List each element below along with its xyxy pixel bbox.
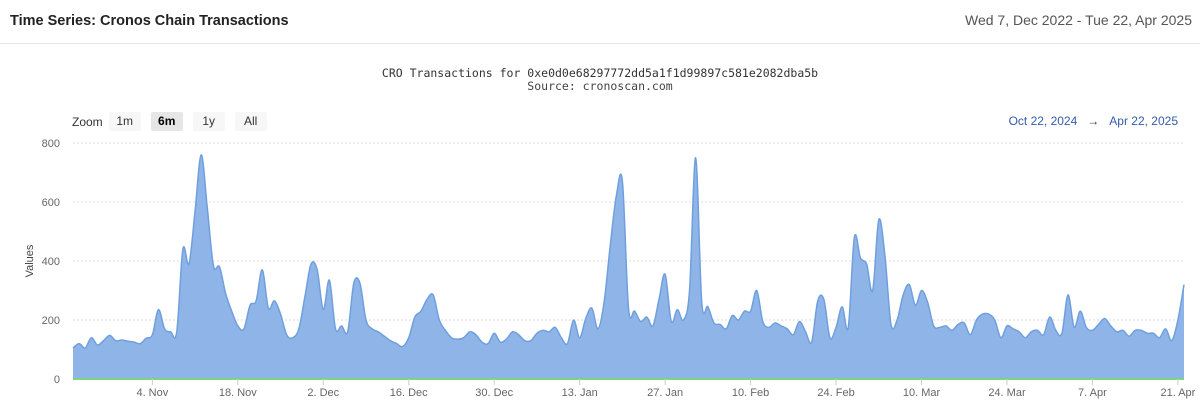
- zoom-1y-button[interactable]: 1y: [192, 112, 225, 131]
- x-tick-label: 10. Feb: [732, 387, 769, 399]
- y-tick-label-800: 800: [42, 138, 60, 150]
- zoom-all-button[interactable]: All: [234, 112, 267, 131]
- range-to[interactable]: Apr 22, 2025: [1109, 114, 1178, 128]
- chart-title: CRO Transactions for 0xe0d0e68297772dd5a…: [381, 66, 819, 80]
- range-display: Oct 22, 2024 → Apr 22, 2025: [1007, 114, 1180, 128]
- y-tick-label-0: 0: [54, 374, 60, 386]
- zoom-6m-button[interactable]: 6m: [150, 112, 183, 131]
- y-tick-label-200: 200: [42, 315, 60, 327]
- chart-subtitle: Source: cronoscan.com: [527, 79, 673, 93]
- y-axis-ticks: 0 200 400 600 800: [42, 138, 60, 386]
- x-tick-label: 16. Dec: [390, 387, 428, 399]
- y-tick-label-600: 600: [42, 197, 60, 209]
- date-range-label: Wed 7, Dec 2022 - Tue 22, Apr 2025: [964, 12, 1192, 28]
- series-area: [73, 154, 1184, 379]
- page-title: Time Series: Cronos Chain Transactions: [10, 13, 289, 29]
- range-from[interactable]: Oct 22, 2024: [1008, 114, 1078, 128]
- x-tick-label: 7. Apr: [1078, 387, 1107, 399]
- x-tick-label: 24. Feb: [817, 387, 854, 399]
- x-tick-label: 10. Mar: [903, 387, 941, 399]
- x-tick-label: 27. Jan: [647, 387, 683, 399]
- x-tick-label: 13. Jan: [562, 387, 598, 399]
- series-group: [72, 154, 1185, 379]
- y-axis-label: Values: [24, 244, 36, 277]
- x-tick-label: 4. Nov: [136, 387, 168, 399]
- x-tick-label: 18. Nov: [219, 387, 257, 399]
- x-tick-label: 21. Apr: [1160, 387, 1195, 399]
- x-tick-label: 2. Dec: [307, 387, 339, 399]
- x-tick-label: 24. Mar: [988, 387, 1026, 399]
- y-tick-label-400: 400: [42, 256, 60, 268]
- gridlines: [73, 142, 1184, 321]
- zoom-1m-button[interactable]: 1m: [108, 112, 141, 131]
- x-axis-ticks: 4. Nov 18. Nov 2. Dec 16. Dec 30. Dec 13. Jan…: [136, 379, 1196, 399]
- x-tick-label: 30. Dec: [475, 387, 513, 399]
- zoom-label: Zoom: [72, 114, 103, 129]
- header: Time Series: Cronos Chain Transactions W…: [0, 0, 1200, 44]
- series-line: [72, 154, 1185, 349]
- zoom-selector: Zoom 1m 6m 1y All: [72, 112, 277, 131]
- range-arrow-icon: →: [1087, 114, 1100, 128]
